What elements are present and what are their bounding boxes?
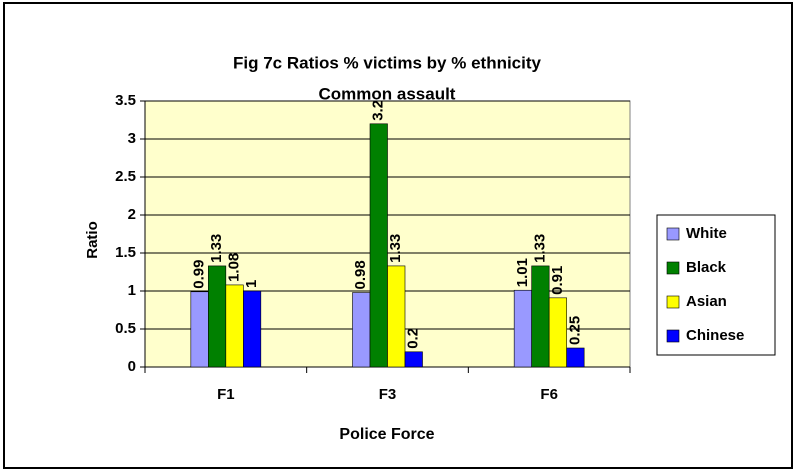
- legend-label: Asian: [686, 293, 727, 310]
- legend-label: Chinese: [686, 327, 744, 344]
- bar: [243, 290, 262, 368]
- y-axis-title: Ratio: [84, 221, 101, 259]
- bar: [208, 265, 227, 368]
- bar: [531, 265, 550, 368]
- bar: [352, 292, 371, 368]
- value-label: 1.08: [226, 253, 243, 282]
- legend-label: Black: [686, 259, 727, 276]
- y-tick-label: 0: [128, 358, 136, 375]
- y-tick-label: 2: [128, 206, 136, 223]
- legend-swatch: [666, 227, 680, 241]
- legend-swatch: [666, 295, 680, 309]
- y-tick-label: 0.5: [115, 320, 136, 337]
- value-label: 1.33: [387, 234, 404, 263]
- bar: [369, 123, 388, 368]
- bar: [387, 265, 406, 368]
- value-label: 1.33: [208, 234, 225, 263]
- value-label: 1: [243, 280, 260, 288]
- x-tick-label: F3: [379, 386, 397, 403]
- value-label: 3.2: [370, 100, 387, 121]
- y-tick-label: 3.5: [115, 92, 136, 109]
- x-axis-title: Police Force: [339, 426, 434, 443]
- value-label: 0.2: [405, 328, 422, 349]
- bar: [225, 284, 244, 368]
- value-label: 1.01: [514, 258, 531, 287]
- bar: [404, 351, 423, 368]
- value-label: 0.25: [566, 316, 583, 345]
- value-label: 0.98: [352, 260, 369, 289]
- bar: [190, 291, 209, 368]
- legend-swatch: [666, 329, 680, 343]
- y-tick-label: 1.5: [115, 244, 136, 261]
- chart-title: Fig 7c Ratios % victims by % ethnicity: [233, 53, 542, 72]
- value-label: 1.33: [531, 234, 548, 263]
- x-tick-label: F6: [540, 386, 558, 403]
- x-tick-label: F1: [217, 386, 235, 403]
- bar: [513, 289, 532, 368]
- legend-label: White: [686, 225, 727, 242]
- y-tick-label: 2.5: [115, 168, 136, 185]
- chart-subtitle: Common assault: [319, 84, 456, 103]
- y-tick-label: 3: [128, 130, 136, 147]
- value-label: 0.99: [191, 260, 208, 289]
- legend-swatch: [666, 261, 680, 275]
- bar: [548, 297, 567, 368]
- y-tick-label: 1: [128, 282, 136, 299]
- value-label: 0.91: [549, 266, 566, 295]
- bar: [566, 347, 585, 368]
